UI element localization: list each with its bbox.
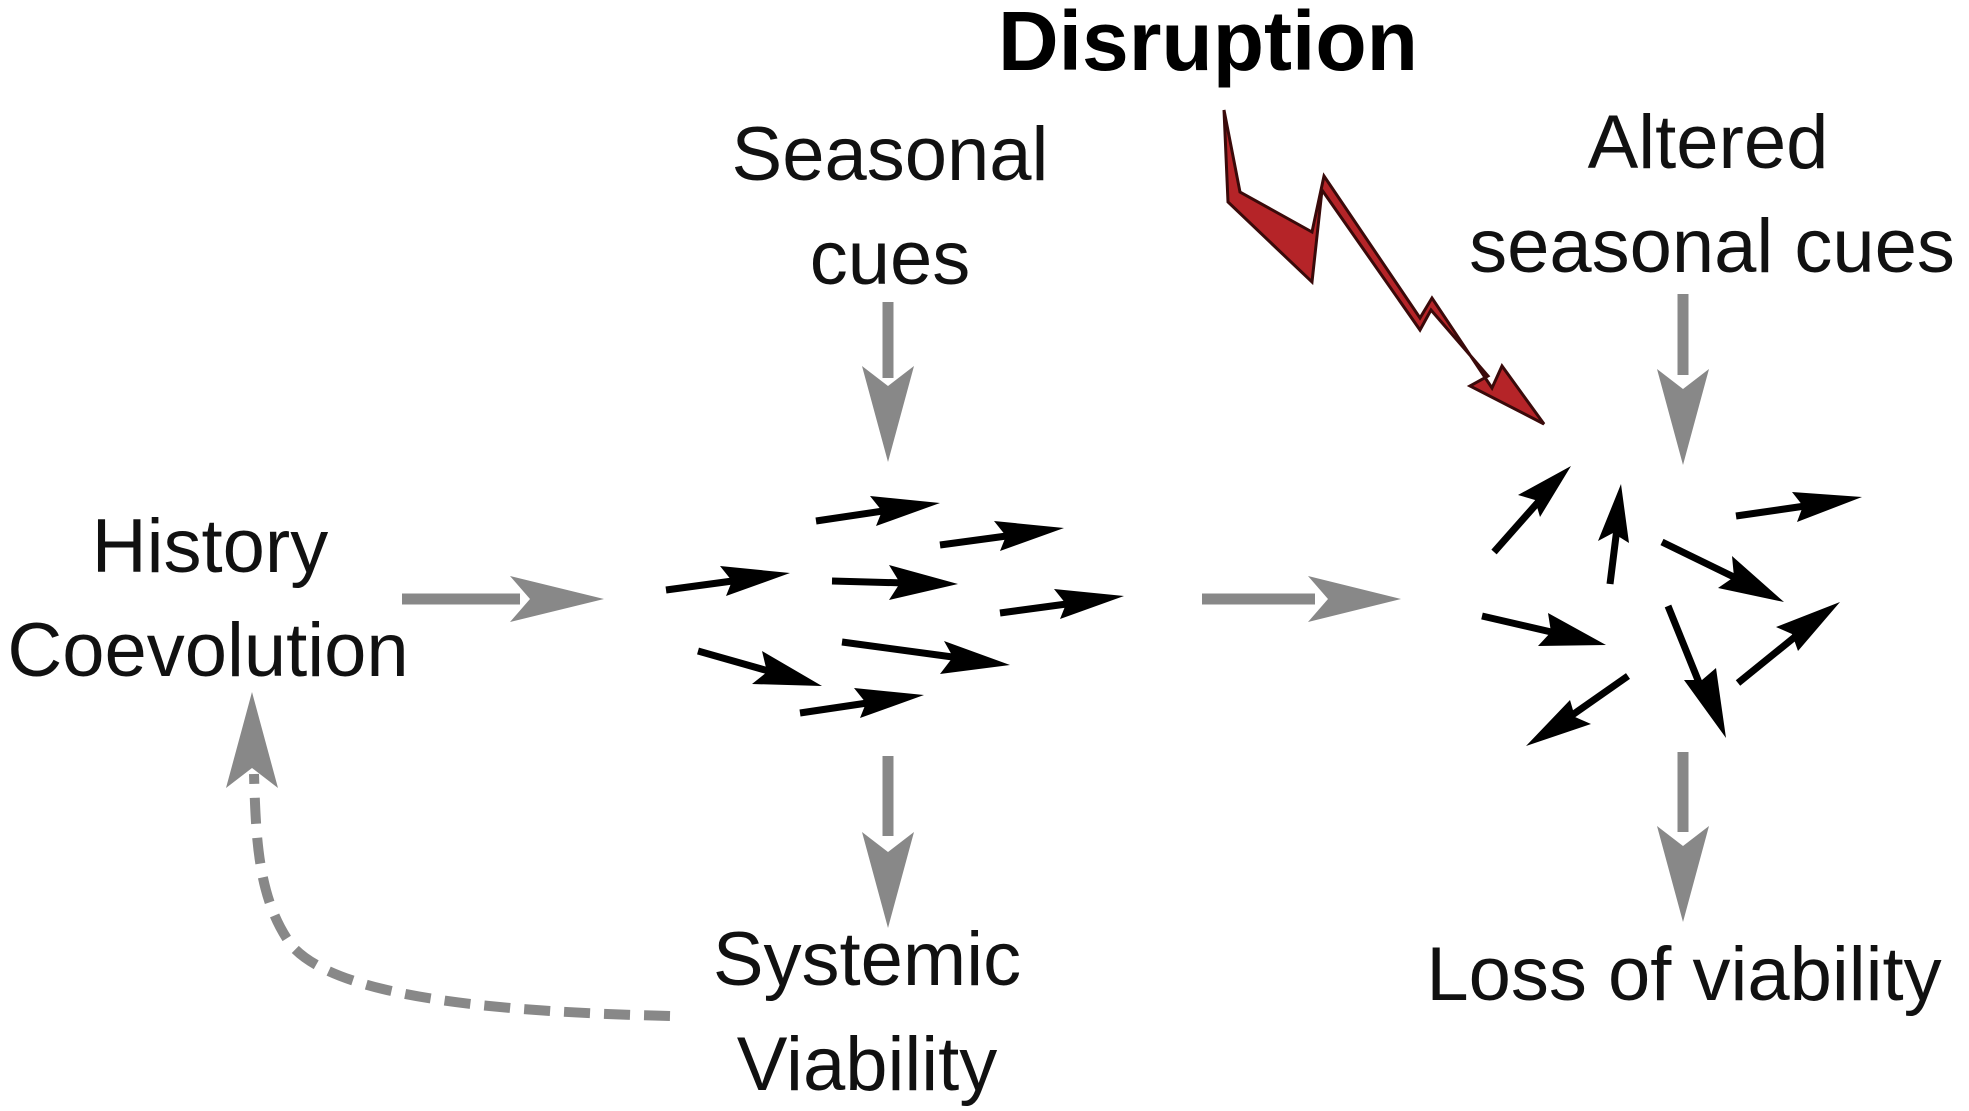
agent-arrow bbox=[799, 688, 924, 718]
agent-arrow bbox=[697, 647, 822, 686]
coevolution-label: Coevolution bbox=[7, 608, 408, 693]
flow-arrow-to-disrupted bbox=[1202, 576, 1401, 622]
agent-arrow bbox=[939, 521, 1064, 551]
agent-arrow bbox=[999, 589, 1124, 619]
disordered-arrow-cluster bbox=[1481, 466, 1862, 746]
disruption-title: Disruption bbox=[998, 0, 1418, 88]
agent-arrow bbox=[1598, 484, 1629, 585]
agent-arrow bbox=[1664, 604, 1726, 738]
history-coevolution-label: History Coevolution bbox=[7, 504, 408, 693]
agent-arrow bbox=[841, 638, 1010, 674]
altered-seasonal-cues-line2: seasonal cues bbox=[1469, 204, 1955, 289]
agent-arrow bbox=[1660, 538, 1784, 602]
feedback-dashed-arrow bbox=[226, 692, 671, 1021]
history-label: History bbox=[92, 504, 328, 589]
flow-arrow-altered-down bbox=[1657, 294, 1709, 465]
agent-arrow bbox=[1491, 466, 1571, 555]
coherent-arrow-cluster bbox=[665, 496, 1124, 718]
seasonal-label: Seasonal bbox=[732, 112, 1049, 197]
systemic-viability-label: Systemic Viability bbox=[713, 917, 1021, 1107]
systemic-label: Systemic bbox=[713, 917, 1021, 1002]
agent-arrow bbox=[831, 565, 958, 600]
seasonal-cues-label: Seasonal cues bbox=[732, 112, 1049, 301]
loss-of-viability-label: Loss of viability bbox=[1426, 932, 1941, 1017]
cues-label: cues bbox=[810, 216, 971, 301]
flow-arrow-seasonal-down bbox=[862, 302, 914, 462]
flow-arrow-history-to-cluster bbox=[402, 576, 604, 622]
agent-arrow bbox=[1481, 612, 1606, 646]
lightning-bolt-icon bbox=[1222, 109, 1546, 426]
flow-arrow-viability-down bbox=[862, 756, 914, 928]
agent-arrow bbox=[815, 496, 940, 526]
viability-label: Viability bbox=[737, 1022, 998, 1107]
altered-seasonal-cues-label: Altered seasonal cues bbox=[1469, 100, 1955, 289]
agent-arrow bbox=[665, 566, 790, 596]
agent-arrow bbox=[1735, 602, 1840, 686]
agent-arrow bbox=[1526, 673, 1631, 746]
flow-arrows bbox=[226, 294, 1709, 1021]
flow-arrow-loss-down bbox=[1657, 752, 1709, 922]
agent-arrow bbox=[1735, 492, 1862, 522]
altered-label: Altered bbox=[1588, 100, 1829, 185]
